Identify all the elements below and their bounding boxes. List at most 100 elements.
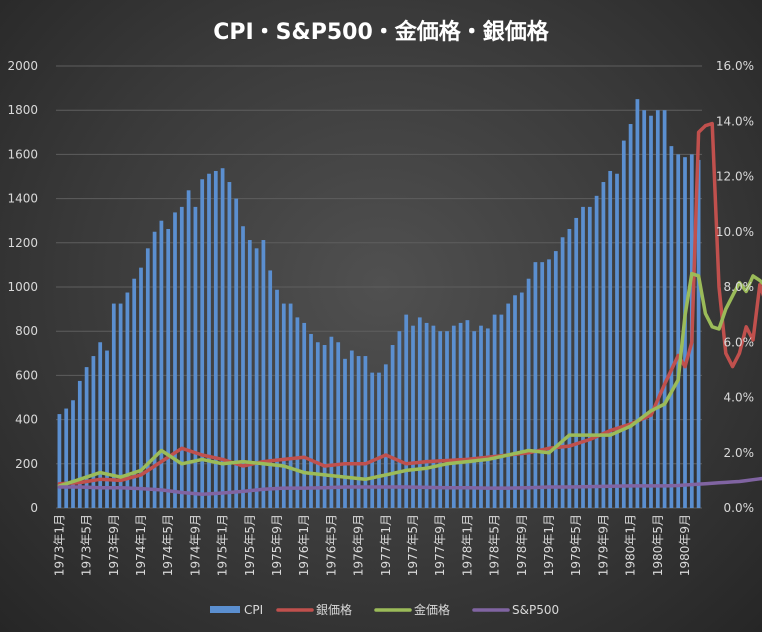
x-tick-label: 1980年9月 [678, 514, 692, 576]
x-tick-label: 1975年5月 [243, 514, 257, 576]
cpi-bar [309, 333, 313, 508]
cpi-bar [479, 325, 483, 508]
cpi-bar [336, 342, 341, 508]
left-tick-label: 1600 [7, 147, 38, 161]
cpi-bar [608, 170, 613, 508]
legend-label: S&P500 [512, 603, 559, 617]
cpi-bar [662, 110, 667, 508]
cpi-bar [84, 367, 89, 508]
cpi-bar [166, 228, 171, 509]
cpi-bar [268, 270, 273, 508]
cpi-bar [676, 154, 681, 508]
gridlines [56, 65, 702, 509]
right-tick-label: 8.0% [724, 280, 755, 294]
cpi-bar [111, 303, 116, 508]
legend-label: 銀価格 [316, 602, 352, 617]
right-tick-label: 10.0% [716, 225, 754, 239]
cpi-bar [513, 295, 517, 508]
cpi-bar [315, 342, 320, 508]
cpi-bar [540, 262, 545, 508]
cpi-bar [186, 190, 191, 508]
cpi-bar [377, 372, 381, 508]
cpi-bar [105, 350, 109, 508]
cpi-bar [526, 278, 531, 508]
legend: CPI 銀価格 金価格 S&P500 [210, 602, 559, 617]
cpi-bar [322, 345, 327, 508]
cpi-bar [356, 356, 361, 508]
x-tick-label: 1978年9月 [515, 514, 529, 576]
x-tick-label: 1973年9月 [107, 514, 121, 576]
cpi-bar [397, 331, 402, 508]
cpi-bar [363, 356, 368, 508]
right-tick-label: 0.0% [724, 501, 755, 515]
cpi-bar [145, 248, 150, 508]
cpi-bar [533, 262, 538, 508]
cpi-bar [465, 320, 470, 508]
left-tick-label: 200 [15, 457, 38, 471]
cpi-bar [615, 173, 619, 509]
x-tick-label: 1979年9月 [596, 514, 610, 576]
cpi-bar [499, 314, 504, 508]
cpi-bar [553, 251, 558, 508]
cpi-bar [506, 303, 511, 508]
x-tick-label: 1973年5月 [80, 514, 94, 576]
right-axis-ticks: 0.0% 2.0% 4.0% 6.0% 8.0% 10.0% 12.0% 14.0% 16.0% [716, 59, 754, 515]
cpi-bar [329, 336, 334, 508]
price-lines [57, 121, 762, 497]
cpi-bar [635, 99, 640, 509]
cpi-bar [485, 328, 490, 508]
cpi-bar [519, 292, 524, 508]
cpi-bar [642, 110, 647, 508]
cpi-bar [547, 259, 551, 508]
cpi-bar [247, 240, 252, 508]
left-tick-label: 1800 [7, 103, 38, 117]
cpi-bar [227, 182, 232, 508]
cpi-bar [220, 168, 225, 508]
cpi-bar [560, 237, 565, 508]
left-axis-ticks: 0 200 400 600 800 1000 1200 1400 1600 1800 2000 [7, 59, 38, 515]
cpi-bar [295, 317, 300, 508]
cpi-bar [621, 140, 626, 508]
x-tick-label: 1980年5月 [651, 514, 665, 576]
cpi-bar [601, 182, 606, 508]
left-tick-label: 1000 [7, 280, 38, 294]
cpi-bar [451, 325, 456, 508]
left-tick-label: 0 [30, 501, 38, 515]
cpi-bar [302, 322, 307, 508]
x-tick-label: 1978年5月 [488, 514, 502, 576]
cpi-bar [683, 157, 687, 508]
cpi-bar [179, 206, 184, 508]
cpi-bar [200, 179, 205, 508]
cpi-bar [132, 278, 137, 508]
cpi-bar [275, 289, 279, 508]
cpi-bar [655, 110, 660, 508]
left-tick-label: 1400 [7, 192, 38, 206]
x-tick-label: 1975年9月 [270, 514, 284, 576]
left-tick-label: 800 [15, 324, 38, 338]
cpi-bar [77, 380, 82, 508]
cpi-bar [152, 231, 157, 508]
cpi-bar [261, 240, 266, 508]
cpi-bar [349, 350, 354, 508]
cpi-bar [424, 322, 429, 508]
x-tick-label: 1976年1月 [297, 514, 311, 576]
x-tick-label: 1974年1月 [134, 514, 148, 576]
x-tick-label: 1974年9月 [188, 514, 202, 576]
cpi-bar [581, 206, 585, 508]
cpi-bar [492, 314, 497, 508]
cpi-bar [139, 267, 143, 508]
cpi-bar [472, 331, 477, 508]
cpi-bar [98, 342, 103, 508]
cpi-bar [438, 331, 443, 508]
cpi-bar [64, 408, 69, 508]
cpi-bar [343, 358, 347, 508]
cpi-bar [241, 226, 245, 508]
cpi-bar [574, 217, 579, 508]
legend-label: CPI [244, 603, 263, 617]
left-tick-label: 1200 [7, 236, 38, 250]
right-tick-label: 12.0% [716, 170, 754, 184]
x-tick-label: 1977年9月 [433, 514, 447, 576]
cpi-bar [411, 325, 415, 508]
cpi-bar [417, 317, 422, 508]
